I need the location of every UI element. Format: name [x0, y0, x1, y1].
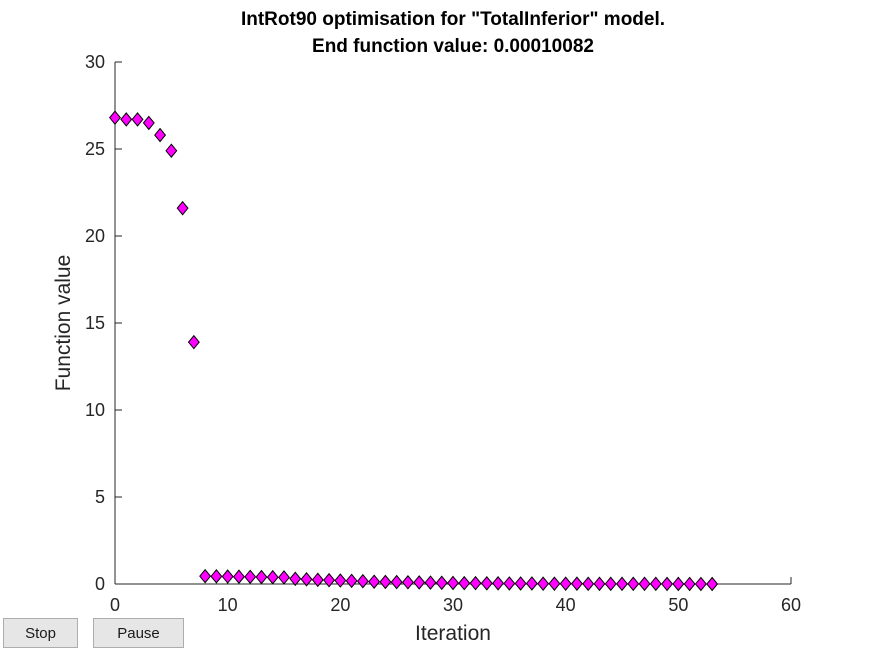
stop-button[interactable]: Stop [3, 618, 78, 648]
x-tick-label: 0 [110, 595, 120, 615]
data-point [503, 576, 516, 591]
data-point [514, 576, 527, 591]
y-tick-label: 25 [85, 139, 105, 159]
data-point [120, 112, 133, 127]
data-point [480, 576, 493, 591]
data-point [492, 576, 505, 591]
data-point [627, 576, 640, 592]
data-point [311, 572, 324, 588]
y-tick-label: 15 [85, 313, 105, 333]
data-point [469, 575, 482, 591]
data-point [221, 569, 234, 584]
data-point [548, 576, 561, 591]
y-tick-label: 5 [95, 487, 105, 507]
data-point [165, 143, 178, 159]
x-tick-label: 20 [330, 595, 350, 615]
axes: 0 10 20 30 40 50 60 0 5 10 15 20 25 30 [85, 52, 801, 615]
data-point [244, 569, 257, 585]
data-point [683, 576, 696, 592]
data-point [187, 334, 200, 350]
data-point [413, 575, 426, 590]
data-point [255, 569, 268, 585]
chart-title-line-1: IntRot90 optimisation for "TotalInferior… [241, 9, 665, 30]
data-point [379, 574, 392, 590]
data-point [154, 127, 167, 143]
chart-title-line-2: End function value: 0.00010082 [312, 36, 594, 57]
x-tick-label: 10 [218, 595, 238, 615]
data-point [458, 575, 471, 591]
data-point [570, 576, 583, 591]
y-tick-label: 10 [85, 400, 105, 420]
x-tick-label: 30 [443, 595, 463, 615]
y-tick-label: 30 [85, 52, 105, 72]
data-point [232, 569, 245, 584]
data-point [435, 575, 448, 591]
y-axis-label: Function value [52, 255, 75, 392]
data-markers [109, 110, 719, 592]
data-point [345, 573, 358, 589]
data-point [210, 569, 223, 584]
data-point [424, 575, 437, 590]
data-point [131, 112, 144, 127]
data-point [323, 572, 336, 588]
data-point [672, 576, 685, 592]
data-point [616, 576, 628, 592]
data-point [649, 576, 662, 592]
data-point [368, 574, 381, 590]
data-point [694, 576, 707, 592]
x-tick-label: 50 [668, 595, 688, 615]
data-point [401, 574, 414, 590]
data-point [593, 576, 606, 592]
pause-button[interactable]: Pause [93, 618, 184, 648]
x-axis-label: Iteration [415, 622, 491, 645]
data-point [109, 110, 121, 125]
data-point [278, 570, 290, 585]
x-tick-label: 60 [781, 595, 801, 615]
data-point [638, 576, 651, 592]
data-point [537, 576, 550, 591]
data-point [525, 576, 538, 591]
data-point [604, 576, 617, 592]
data-point [334, 573, 347, 588]
data-point [289, 571, 302, 587]
data-point [706, 576, 719, 592]
x-tick-label: 40 [556, 595, 576, 615]
data-point [447, 575, 459, 591]
data-point [142, 115, 155, 131]
y-tick-label: 0 [95, 574, 105, 594]
data-point [300, 572, 313, 587]
data-point [199, 568, 212, 584]
data-point [661, 576, 674, 592]
data-point [559, 576, 572, 591]
data-point [266, 569, 279, 585]
data-point [356, 573, 369, 589]
data-point [176, 200, 189, 216]
y-tick-label: 20 [85, 226, 105, 246]
data-point [390, 574, 403, 590]
data-point [582, 576, 595, 592]
